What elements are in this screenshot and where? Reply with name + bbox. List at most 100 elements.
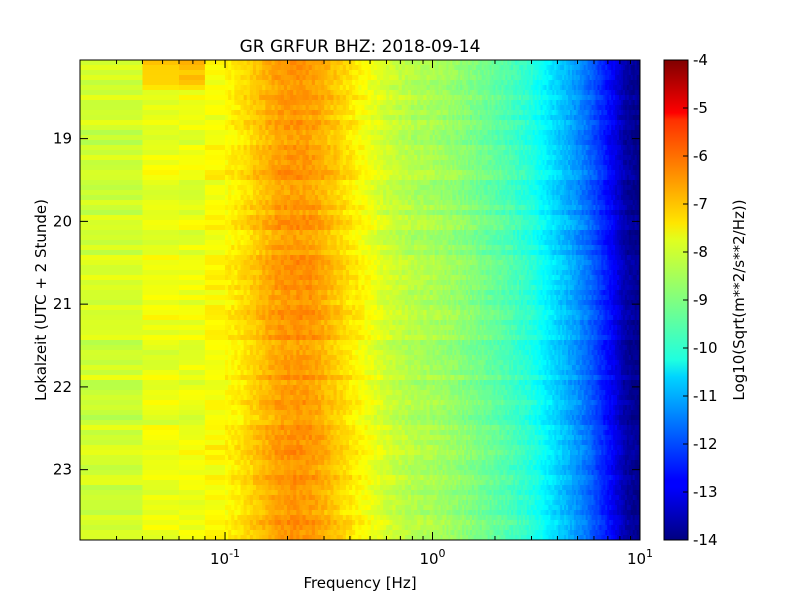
heatmap-cell <box>401 185 406 191</box>
heatmap-cell <box>560 75 563 81</box>
heatmap-cell <box>349 175 353 181</box>
heatmap-cell <box>364 85 369 91</box>
heatmap-cell <box>429 95 434 101</box>
heatmap-cell <box>444 65 447 71</box>
heatmap-cell <box>277 125 282 131</box>
heatmap-cell <box>327 135 331 141</box>
heatmap-cell <box>417 145 421 151</box>
heatmap-cell <box>475 75 479 81</box>
heatmap-cell <box>299 95 303 101</box>
heatmap-cell <box>333 105 338 111</box>
heatmap-cell <box>389 115 393 121</box>
heatmap-cell <box>624 90 628 96</box>
heatmap-cell <box>308 200 313 206</box>
heatmap-cell <box>460 60 463 66</box>
heatmap-cell <box>423 70 427 76</box>
heatmap-cell <box>613 85 616 91</box>
heatmap-cell <box>571 85 575 91</box>
heatmap-cell <box>179 110 206 116</box>
heatmap-cell <box>290 70 294 76</box>
heatmap-cell <box>526 75 530 81</box>
heatmap-cell <box>302 100 307 106</box>
heatmap-cell <box>417 170 421 176</box>
heatmap-cell <box>386 120 390 126</box>
heatmap-cell <box>607 65 610 71</box>
heatmap-cell <box>552 70 555 76</box>
heatmap-cell <box>311 185 316 191</box>
heatmap-cell <box>450 105 453 111</box>
heatmap-cell <box>401 60 406 66</box>
heatmap-cell <box>601 65 604 71</box>
heatmap-cell <box>290 200 294 206</box>
heatmap-cell <box>376 85 381 91</box>
heatmap-cell <box>414 170 418 176</box>
heatmap-cell <box>401 180 406 186</box>
heatmap-cell <box>142 160 180 166</box>
heatmap-cell <box>240 150 245 156</box>
heatmap-cell <box>231 185 235 191</box>
heatmap-cell <box>268 195 272 201</box>
heatmap-cell <box>442 85 445 91</box>
heatmap-cell <box>404 190 409 196</box>
heatmap-cell <box>345 95 350 101</box>
heatmap-cell <box>434 105 438 111</box>
heatmap-cell <box>349 180 353 186</box>
heatmap-cell <box>324 90 328 96</box>
heatmap-cell <box>524 90 528 96</box>
heatmap-cell <box>237 75 241 81</box>
heatmap-cell <box>581 95 585 101</box>
heatmap-cell <box>392 130 396 136</box>
heatmap-cell <box>475 95 479 101</box>
heatmap-cell <box>283 175 288 181</box>
heatmap-cell <box>398 155 403 161</box>
heatmap-cell <box>392 90 396 96</box>
heatmap-cell <box>314 70 319 76</box>
heatmap-cell <box>364 115 369 121</box>
heatmap-cell <box>349 115 353 121</box>
heatmap-cell <box>603 75 606 81</box>
heatmap-cell <box>305 155 310 161</box>
heatmap-cell <box>624 65 628 71</box>
heatmap-cell <box>550 75 553 81</box>
heatmap-cell <box>225 80 229 86</box>
heatmap-cell <box>540 60 543 66</box>
heatmap-cell <box>577 65 581 71</box>
heatmap-cell <box>333 180 338 186</box>
heatmap-cell <box>569 85 573 91</box>
heatmap-cell <box>252 100 257 106</box>
heatmap-cell <box>259 85 263 91</box>
heatmap-cell <box>526 95 530 101</box>
heatmap-cell <box>426 60 431 66</box>
heatmap-cell <box>271 200 276 206</box>
heatmap-cell <box>503 95 506 101</box>
heatmap-cell <box>339 60 344 66</box>
heatmap-cell <box>311 135 316 141</box>
heatmap-cell <box>622 95 626 101</box>
heatmap-cell <box>327 200 331 206</box>
heatmap-cell <box>497 100 500 106</box>
heatmap-cell <box>538 95 541 101</box>
heatmap-cell <box>509 80 512 86</box>
heatmap-cell <box>252 130 257 136</box>
heatmap-cell <box>256 190 260 196</box>
heatmap-cell <box>333 170 338 176</box>
heatmap-cell <box>179 145 206 151</box>
heatmap-cell <box>407 140 412 146</box>
heatmap-cell <box>471 85 475 91</box>
heatmap-cell <box>240 195 245 201</box>
heatmap-cell <box>571 80 575 86</box>
heatmap-cell <box>398 115 403 121</box>
heatmap-cell <box>345 135 350 141</box>
heatmap-cell <box>327 175 331 181</box>
heatmap-cell <box>550 70 553 76</box>
heatmap-cell <box>293 145 297 151</box>
heatmap-cell <box>380 135 384 141</box>
heatmap-cell <box>469 65 473 71</box>
heatmap-cell <box>603 95 606 101</box>
heatmap-cell <box>283 95 288 101</box>
heatmap-cell <box>349 65 353 71</box>
heatmap-cell <box>386 70 390 76</box>
heatmap-cell <box>386 65 390 71</box>
heatmap-cell <box>446 75 449 81</box>
heatmap-cell <box>364 105 369 111</box>
